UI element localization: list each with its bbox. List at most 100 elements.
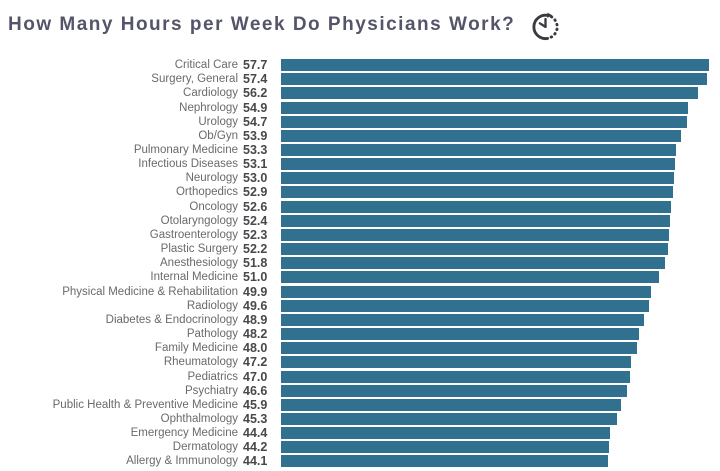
chart-row: Critical Care 57.7 (0, 58, 720, 72)
chart-row: Ophthalmology 45.3 (0, 412, 720, 426)
category-label: Nephrology (179, 101, 238, 114)
chart-row: Public Health & Preventive Medicine 45.9 (0, 398, 720, 412)
chart-row: Radiology 49.6 (0, 299, 720, 313)
value-label: 45.9 (243, 397, 268, 412)
bar (281, 115, 687, 128)
bar (281, 186, 674, 199)
bar (281, 129, 681, 142)
chart-row: Orthopedics 52.9 (0, 185, 720, 199)
value-label: 52.9 (243, 185, 268, 200)
chart-row: Plastic Surgery 52.2 (0, 242, 720, 256)
value-label: 46.6 (243, 383, 268, 398)
category-label: Pulmonary Medicine (133, 144, 238, 157)
category-label: Ophthalmology (160, 412, 238, 425)
chart-row: Oncology 52.6 (0, 200, 720, 214)
bar (281, 144, 677, 157)
chart-row: Emergency Medicine 44.4 (0, 426, 720, 440)
bar (281, 285, 652, 298)
bar-chart: Critical Care 57.7 Surgery, General 57.4 Car… (0, 58, 720, 469)
value-label: 44.2 (243, 440, 268, 455)
value-label: 57.4 (243, 72, 268, 87)
category-label: Plastic Surgery (160, 243, 238, 256)
value-label: 53.1 (243, 157, 268, 172)
category-label: Radiology (186, 299, 238, 312)
value-label: 53.9 (243, 128, 268, 143)
chart-row: Infectious Diseases 53.1 (0, 157, 720, 171)
category-label: Anesthesiology (160, 257, 238, 270)
chart-row: Allergy & Immunology 44.1 (0, 454, 720, 468)
bar (281, 398, 622, 411)
bar (281, 200, 672, 213)
bar (281, 158, 675, 171)
chart-row: Surgery, General 57.4 (0, 72, 720, 86)
value-label: 51.0 (243, 270, 268, 285)
category-label: Public Health & Preventive Medicine (52, 398, 238, 411)
value-label: 53.3 (243, 143, 268, 158)
bar (281, 313, 644, 326)
bar (281, 172, 675, 185)
chart-row: Anesthesiology 51.8 (0, 256, 720, 270)
value-label: 48.9 (243, 312, 268, 327)
chart-row: Otolaryngology 52.4 (0, 214, 720, 228)
chart-row: Ob/Gyn 53.9 (0, 129, 720, 143)
bar (281, 384, 627, 397)
value-label: 52.6 (243, 199, 268, 214)
category-label: Allergy & Immunology (126, 455, 238, 468)
value-label: 52.2 (243, 242, 268, 257)
category-label: Neurology (185, 172, 238, 185)
chart-row: Psychiatry 46.6 (0, 384, 720, 398)
chart-row: Nephrology 54.9 (0, 100, 720, 115)
category-label: Infectious Diseases (138, 158, 238, 171)
category-label: Surgery, General (151, 73, 238, 86)
bar (281, 427, 611, 440)
bar (281, 87, 698, 100)
value-label: 52.4 (243, 213, 268, 228)
chart-row: Diabetes & Endocrinology 48.9 (0, 313, 720, 327)
category-label: Pathology (186, 328, 238, 341)
chart-title: How Many Hours per Week Do Physicians Wo… (8, 14, 516, 35)
category-label: Oncology (189, 200, 238, 213)
chart-row: Family Medicine 48.0 (0, 341, 720, 355)
bar (281, 299, 649, 312)
chart-row: Pulmonary Medicine 53.3 (0, 143, 720, 157)
bar (281, 342, 638, 355)
bar (281, 356, 632, 369)
chart-row: Neurology 53.0 (0, 171, 720, 185)
value-label: 51.8 (243, 256, 268, 271)
chart-row: Rheumatology 47.2 (0, 355, 720, 369)
chart-row: Urology 54.7 (0, 115, 720, 129)
value-label: 47.0 (243, 369, 268, 384)
category-label: Otolaryngology (160, 214, 238, 227)
bar (281, 271, 660, 284)
value-label: 57.7 (243, 58, 268, 73)
value-label: 54.7 (243, 114, 268, 129)
category-label: Internal Medicine (150, 271, 238, 284)
category-label: Urology (198, 115, 238, 128)
value-label: 44.4 (243, 426, 268, 441)
category-label: Pediatrics (187, 370, 239, 383)
chart-row: Pediatrics 47.0 (0, 369, 720, 384)
value-label: 53.0 (243, 171, 268, 186)
category-label: Orthopedics (175, 186, 238, 199)
bar (281, 412, 618, 425)
category-label: Diabetes & Endocrinology (105, 313, 238, 326)
value-label: 49.9 (243, 284, 268, 299)
value-label: 45.3 (243, 411, 268, 426)
value-label: 49.6 (243, 298, 268, 313)
bar (281, 73, 707, 86)
value-label: 52.3 (243, 227, 268, 242)
value-label: 47.2 (243, 355, 268, 370)
category-label: Ob/Gyn (198, 129, 238, 142)
category-label: Physical Medicine & Rehabilitation (62, 285, 238, 298)
value-label: 48.2 (243, 327, 268, 342)
category-label: Rheumatology (163, 356, 238, 369)
value-label: 48.0 (243, 341, 268, 356)
bar (281, 214, 670, 227)
chart-row: Cardiology 56.2 (0, 86, 720, 100)
chart-row: Physical Medicine & Rehabilitation 49.9 (0, 285, 720, 299)
category-label: Family Medicine (154, 342, 238, 355)
chart-row: Internal Medicine 51.0 (0, 270, 720, 284)
bar (281, 441, 609, 454)
value-label: 44.1 (243, 454, 268, 469)
